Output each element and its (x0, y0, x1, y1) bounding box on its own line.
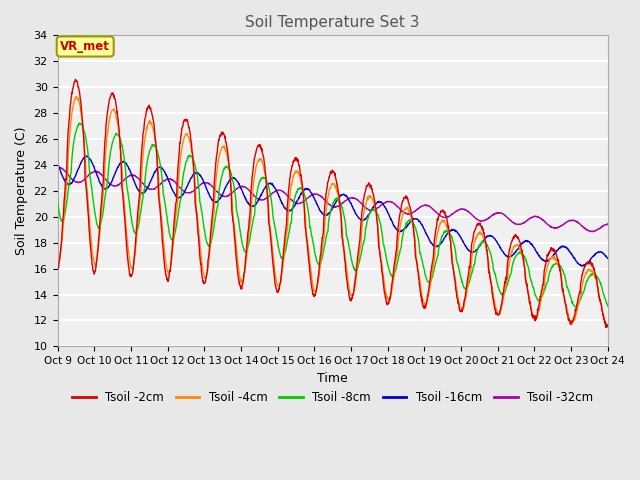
Text: VR_met: VR_met (60, 40, 110, 53)
Legend: Tsoil -2cm, Tsoil -4cm, Tsoil -8cm, Tsoil -16cm, Tsoil -32cm: Tsoil -2cm, Tsoil -4cm, Tsoil -8cm, Tsoi… (67, 386, 598, 409)
Y-axis label: Soil Temperature (C): Soil Temperature (C) (15, 127, 28, 255)
X-axis label: Time: Time (317, 372, 348, 384)
Title: Soil Temperature Set 3: Soil Temperature Set 3 (245, 15, 420, 30)
